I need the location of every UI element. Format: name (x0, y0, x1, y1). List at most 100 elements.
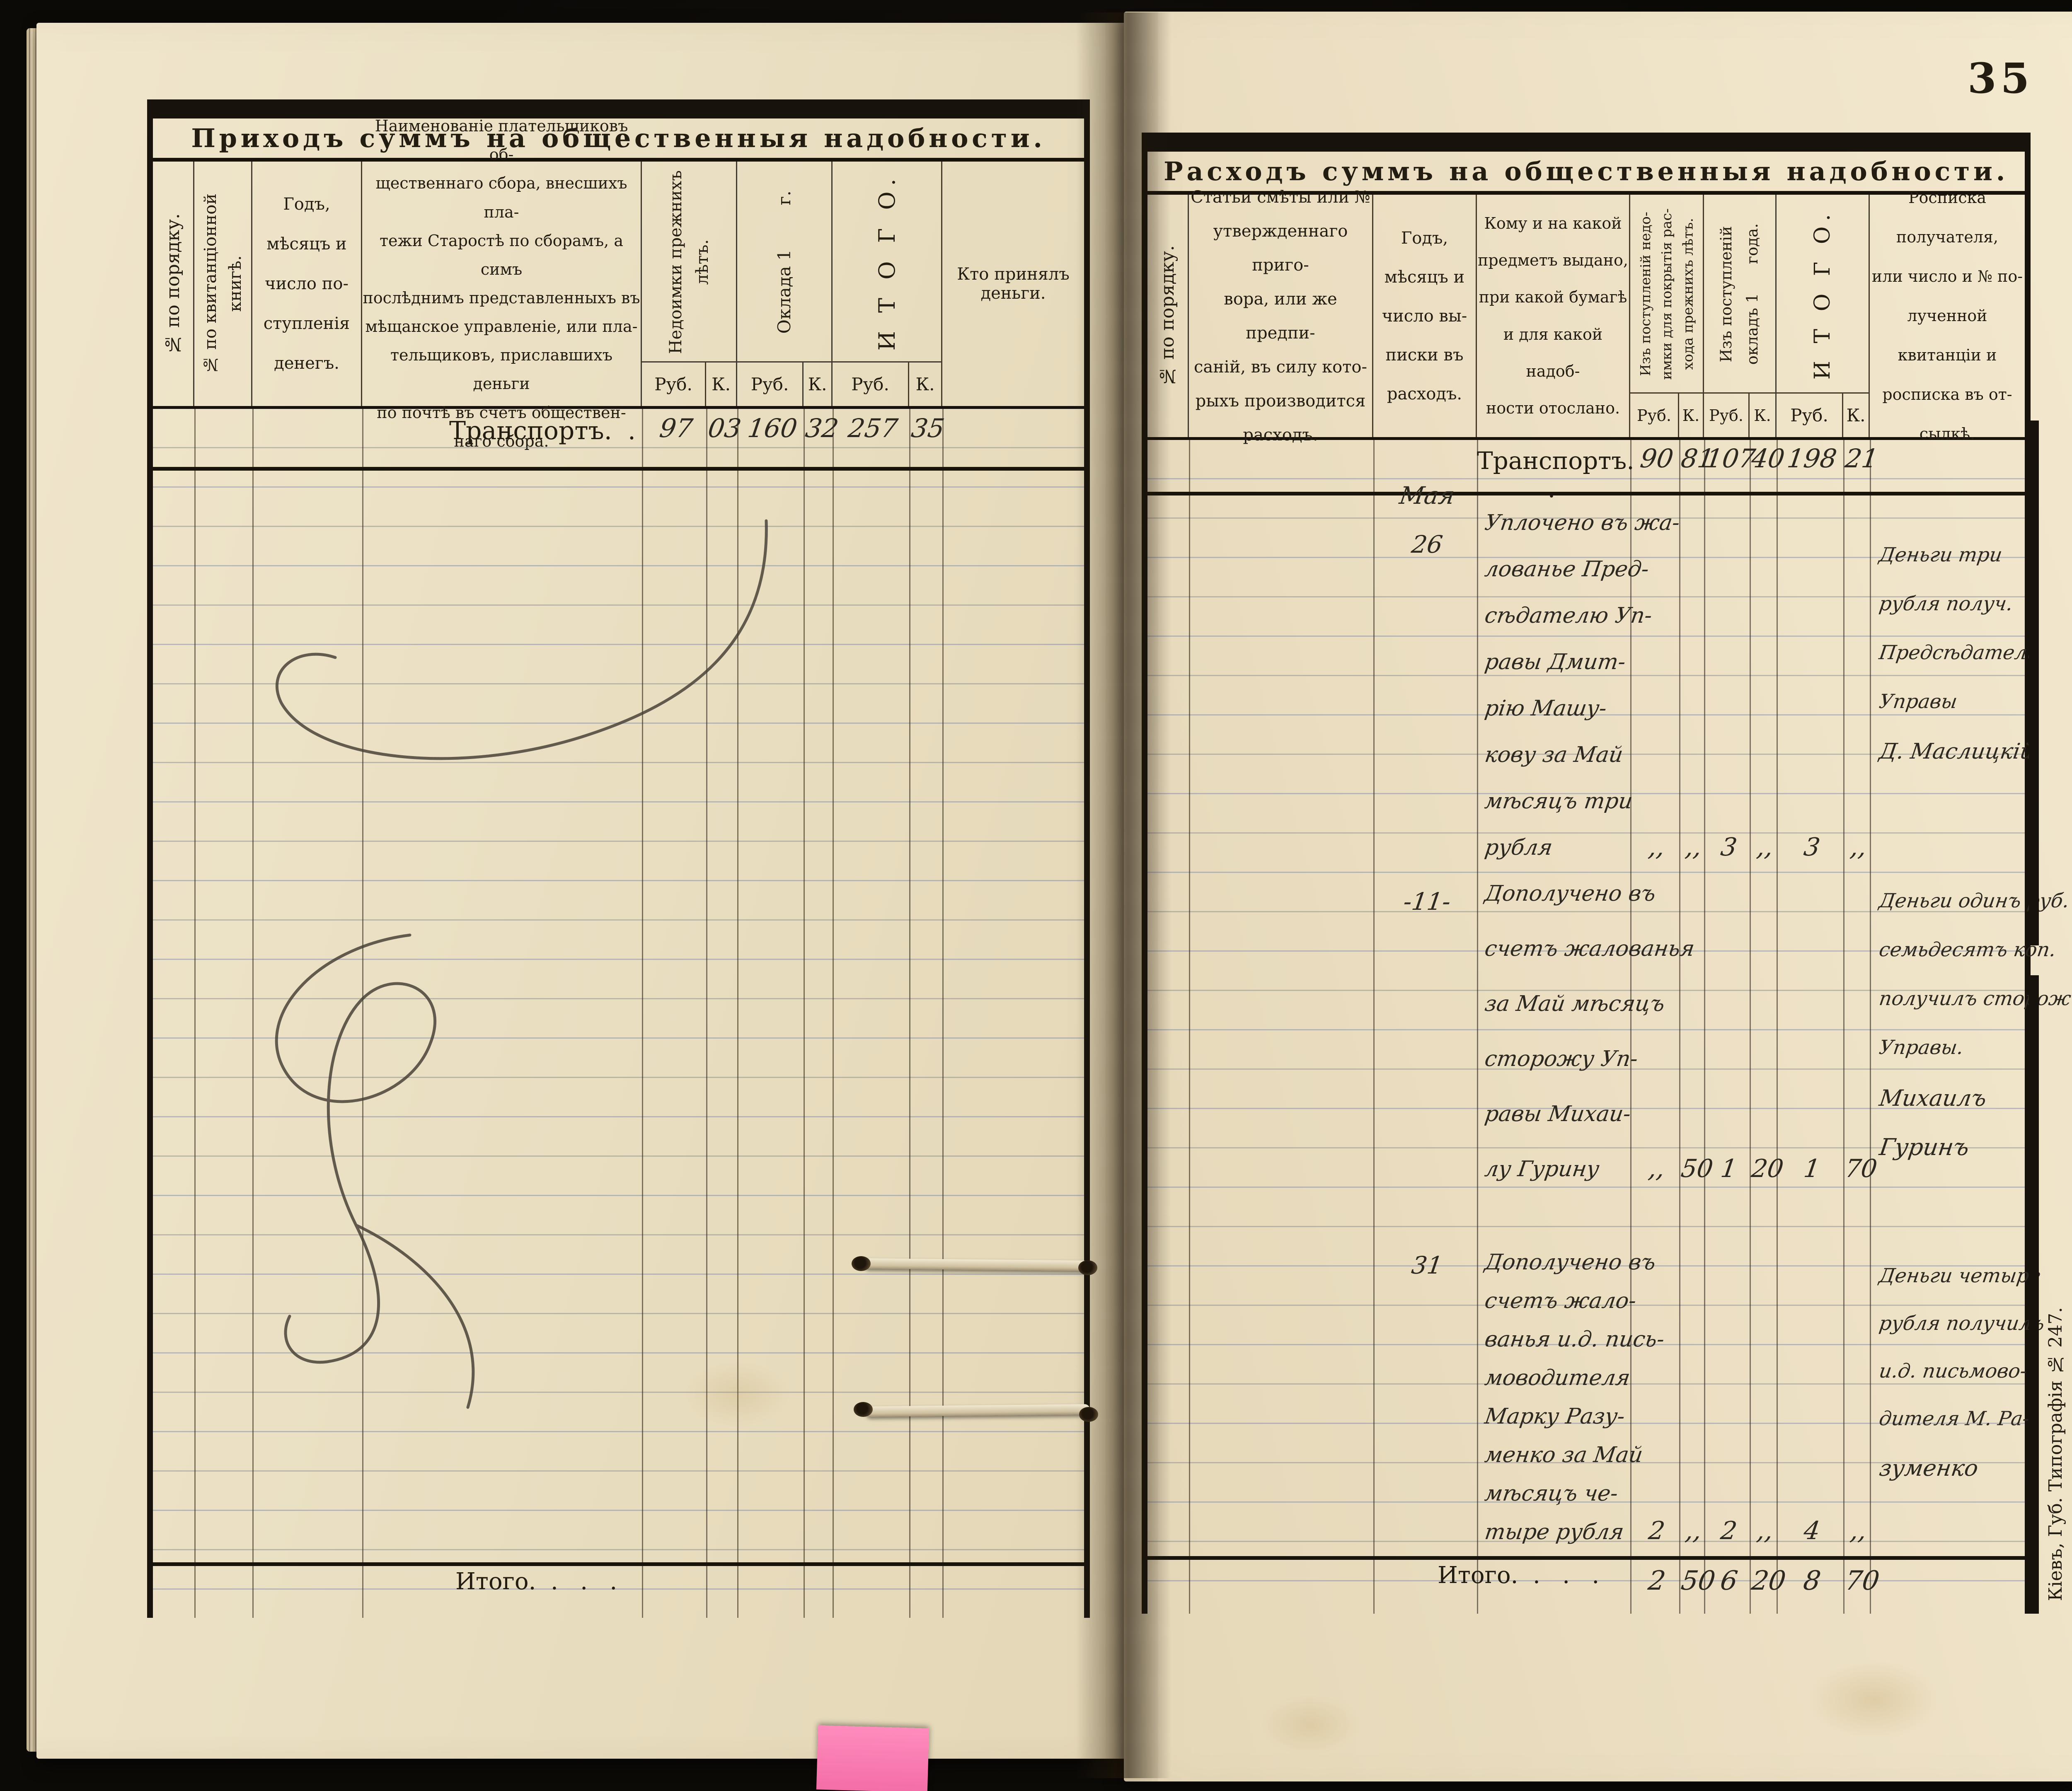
entry-amount: ,, (1848, 833, 1869, 862)
col-header-to-whom: Кому и на какой предметъ выдано, при как… (1477, 195, 1630, 437)
subcol-rub: Руб. (642, 363, 706, 406)
receipt-line: Деньги одинъ руб. (1878, 889, 2071, 912)
entry-amount: ,, (1646, 1154, 1667, 1183)
entry-amount: 3 (1802, 833, 1822, 862)
entry-amount: ,, (1755, 833, 1775, 862)
income-table-body: Транспортъ. . 97 03 160 32 257 35 Итого.… (153, 409, 1084, 1618)
subcol-kop: К. (808, 374, 827, 394)
entry-amount: 2 (1646, 1516, 1667, 1545)
col-header-order-label: № по порядку. (162, 213, 184, 355)
entry-line: рубля (1483, 835, 1554, 860)
printer-imprint: Кіевъ, Губ. Типографія № 247. (2041, 1193, 2070, 1715)
receipt-signature: зуменко (1878, 1455, 1980, 1481)
receipt-signature: Михаилъ (1878, 1085, 1988, 1111)
entry-amount: ,, (1683, 833, 1704, 862)
book-gutter (1076, 12, 1171, 1778)
transport-value: 32 (804, 413, 841, 443)
expense-table-body: Транспортъ. . 90 81 107 40 198 21 Мая 26… (1147, 440, 2072, 1614)
entry-line: за Май мѣсяцъ (1483, 991, 1667, 1016)
entry-line: мѣсяцъ че- (1483, 1481, 1620, 1506)
entry-line: лу Гурину (1483, 1157, 1601, 1182)
subcol-rub: Руб. (1630, 394, 1679, 437)
col-header-arrears-label: Недоимки прежнихъ лѣтъ. (666, 170, 712, 354)
transport-value: 21 (1843, 443, 1881, 474)
entry-line: моводителя (1483, 1366, 1632, 1390)
col-header-oklad: Оклада 1 г. Руб. К. (737, 162, 833, 406)
col-header-date-label: Годъ, мѣсяцъ и число по- ступленія денег… (263, 195, 350, 373)
entry-amount: ,, (1646, 833, 1667, 862)
receipt-signature: Гуринъ (1878, 1134, 1971, 1161)
entry-line: ванья и.д. пись- (1483, 1327, 1666, 1352)
income-table-header: № по порядку. № по квитанціонной книгѣ. … (153, 117, 1084, 450)
col-header-receipt-book-label: № по квитанціонной книгѣ. (201, 193, 245, 374)
col-header-receipt: Росписка получателя, или число и № по- л… (1870, 189, 2025, 443)
subcol-rub: Руб. (737, 363, 804, 406)
itogo-value: 2 (1646, 1566, 1668, 1596)
paper-stain (1808, 1660, 1940, 1739)
entry-line: сѣдателю Уп- (1483, 603, 1654, 628)
subcol-kop: К. (712, 374, 731, 394)
col-header-order: № по порядку. (153, 162, 194, 406)
entry-line: Марку Разу- (1483, 1404, 1627, 1429)
paper-stain (1261, 1694, 1360, 1756)
left-page: Приходъ суммъ на общественныя надобности… (36, 23, 1126, 1759)
col-header-total-label: И Т О Г О. (874, 173, 900, 351)
entry-day: 31 (1410, 1251, 1445, 1279)
col-header-order: № по порядку. (1147, 195, 1189, 437)
entry-amount: 1 (1719, 1154, 1739, 1183)
receipt-line: Управы (1878, 690, 1959, 713)
entry-line: сторожу Уп- (1483, 1047, 1640, 1071)
transport-row-label: Транспортъ. . (1477, 447, 1650, 503)
entry-day: 26 (1410, 530, 1445, 558)
itogo-value: 6 (1718, 1566, 1740, 1596)
entry-day: -11- (1402, 887, 1453, 916)
transport-value: 257 (846, 413, 900, 443)
binding-hole (1078, 1260, 1097, 1275)
entry-line: лованье Пред- (1483, 557, 1651, 582)
col-header-who-label: Кто принялъ деньги. (957, 265, 1070, 303)
col-header-article-label: Статьи смѣты или № утвержденнаго приго- … (1191, 187, 1370, 445)
entry-line: мѣсяцъ три (1483, 789, 1634, 814)
itogo-row-label: Итого. . . . (455, 1568, 617, 1595)
receipt-line: семьдесятъ коп. (1878, 938, 2057, 961)
col-header-to-whom-label: Кому и на какой предметъ выдано, при как… (1478, 214, 1628, 418)
entry-amount: 1 (1802, 1154, 1822, 1183)
itogo-value: 8 (1801, 1566, 1823, 1596)
col-header-total: И Т О Г О. Руб. К. (1777, 195, 1870, 437)
receipt-line: рубля получилъ (1878, 1312, 2046, 1335)
entry-line: счетъ жалованья (1483, 936, 1696, 961)
receipt-signature: Д. Маслицкій (1878, 739, 2036, 764)
entry-line: Дополучено въ (1483, 1250, 1658, 1275)
entry-amount: 3 (1719, 833, 1739, 862)
col-header-date-label: Годъ, мѣсяцъ и число вы- писки въ расход… (1382, 228, 1467, 404)
entry-line: счетъ жало- (1483, 1288, 1638, 1313)
entry-amount: 70 (1843, 1154, 1879, 1183)
transport-value: 81 (1679, 443, 1716, 474)
subcol-rub: Руб. (833, 363, 909, 406)
col-header-oklad: Изъ поступленій окладъ 1 года. Руб. К. (1704, 195, 1777, 437)
itogo-value: 20 (1750, 1566, 1788, 1596)
entry-amount: 50 (1679, 1154, 1715, 1183)
col-header-total-label: И Т О Г О. (1810, 208, 1835, 380)
sticky-note (816, 1725, 929, 1791)
imprint-rule (2029, 421, 2039, 1614)
col-header-receipt-book: № по квитанціонной книгѣ. (194, 162, 252, 406)
col-header-arrears-label: Изъ поступленій недо- имки для покрытія … (1637, 208, 1696, 380)
receipt-line: Деньги четыре (1878, 1264, 2043, 1287)
entry-amount: ,, (1848, 1516, 1869, 1545)
col-header-oklad-label: Оклада 1 г. (774, 190, 794, 334)
col-header-arrears: Недоимки прежнихъ лѣтъ. Руб. К. (642, 162, 737, 406)
col-header-date: Годъ, мѣсяцъ и число вы- писки въ расход… (1373, 195, 1477, 437)
receipt-line: Предсѣдатель (1878, 641, 2039, 664)
itogo-row-label: Итого. . . . (1438, 1562, 1600, 1589)
entry-amount: 20 (1750, 1154, 1786, 1183)
left-page-title: Приходъ суммъ на общественныя надобности… (153, 118, 1084, 162)
subcol-kop: К. (915, 374, 935, 394)
col-header-total: И Т О Г О. Руб. К. (833, 162, 942, 406)
right-page-title: Расходъ суммъ на общественныя надобности… (1147, 152, 2025, 195)
entry-line: рію Машу- (1483, 696, 1608, 721)
transport-row-label: Транспортъ. . (449, 416, 636, 445)
entry-line: Дополучено въ (1483, 881, 1658, 906)
col-header-arrears: Изъ поступленій недо- имки для покрытія … (1630, 195, 1704, 437)
pen-flourish (275, 519, 768, 1409)
